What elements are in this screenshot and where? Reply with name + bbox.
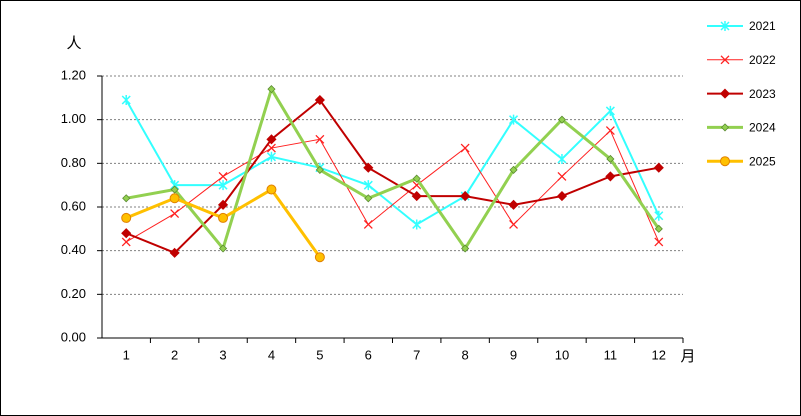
marker: [605, 126, 615, 136]
x-tick-label: 11: [604, 347, 618, 362]
legend-marker: [720, 21, 730, 31]
marker: [170, 209, 180, 219]
marker: [170, 185, 179, 194]
y-tick-label: 1.00: [61, 111, 86, 126]
marker: [654, 237, 664, 247]
x-tick-label: 3: [219, 347, 226, 362]
marker: [557, 153, 567, 164]
marker: [315, 165, 324, 174]
y-tick-label: 0.60: [61, 198, 86, 213]
x-tick-label: 12: [652, 347, 666, 362]
marker: [169, 193, 180, 204]
marker: [363, 162, 374, 173]
marker: [653, 162, 664, 173]
marker: [605, 171, 616, 182]
marker: [557, 171, 567, 181]
x-tick-label: 4: [268, 347, 275, 362]
marker: [122, 194, 131, 203]
marker: [217, 199, 229, 210]
marker: [121, 95, 131, 106]
legend-marker: [720, 55, 730, 65]
marker: [314, 252, 325, 263]
marker: [509, 220, 519, 229]
legend-label: 2023: [749, 87, 776, 101]
series-line: [125, 129, 660, 243]
marker: [266, 143, 276, 153]
series-line: [125, 85, 661, 252]
marker: [412, 174, 421, 183]
x-tick-label: 6: [365, 347, 372, 362]
marker: [556, 191, 568, 202]
marker: [461, 244, 470, 253]
marker: [411, 191, 422, 202]
marker: [267, 85, 276, 94]
legend-label: 2025: [749, 154, 776, 168]
marker: [314, 94, 325, 106]
marker: [121, 237, 131, 247]
marker: [169, 247, 180, 258]
marker: [508, 199, 519, 210]
marker: [460, 143, 470, 153]
marker: [605, 105, 615, 116]
y-tick-label: 1.20: [61, 67, 86, 82]
marker: [121, 228, 132, 239]
marker: [557, 115, 567, 124]
y-tick-label: 0.80: [61, 155, 86, 170]
marker: [364, 194, 373, 203]
marker: [266, 134, 277, 145]
legend-marker: [720, 156, 730, 167]
x-tick-label: 8: [462, 347, 469, 362]
series-line: [125, 98, 659, 255]
x-tick-label: 10: [555, 347, 569, 362]
marker: [412, 219, 422, 230]
y-tick-label: 0.40: [61, 242, 86, 257]
marker: [509, 165, 518, 174]
marker: [121, 212, 132, 223]
y-tick-label: 0.00: [61, 329, 86, 344]
marker: [363, 220, 373, 229]
legend-marker: [720, 123, 730, 132]
legend-marker: [719, 88, 731, 99]
legend-label: 2022: [749, 53, 776, 67]
x-tick-label: 2: [171, 347, 178, 362]
x-axis-label: 月: [680, 348, 695, 365]
legend-label: 2021: [749, 19, 776, 33]
marker: [218, 180, 228, 191]
marker: [509, 114, 519, 125]
x-tick-label: 1: [123, 347, 130, 362]
marker: [266, 184, 277, 195]
marker: [654, 224, 663, 233]
y-axis-label: 人: [66, 35, 81, 52]
marker: [460, 191, 471, 202]
marker: [654, 210, 664, 221]
x-tick-label: 5: [316, 347, 323, 362]
x-tick-label: 7: [413, 347, 420, 362]
marker: [266, 151, 276, 162]
marker: [606, 154, 615, 164]
marker: [218, 171, 228, 181]
legend-label: 2024: [749, 121, 776, 135]
marker: [315, 134, 325, 144]
marker: [218, 212, 229, 223]
marker: [218, 244, 228, 253]
marker: [363, 180, 373, 191]
x-tick-label: 9: [510, 347, 517, 362]
y-tick-label: 0.20: [61, 286, 86, 301]
